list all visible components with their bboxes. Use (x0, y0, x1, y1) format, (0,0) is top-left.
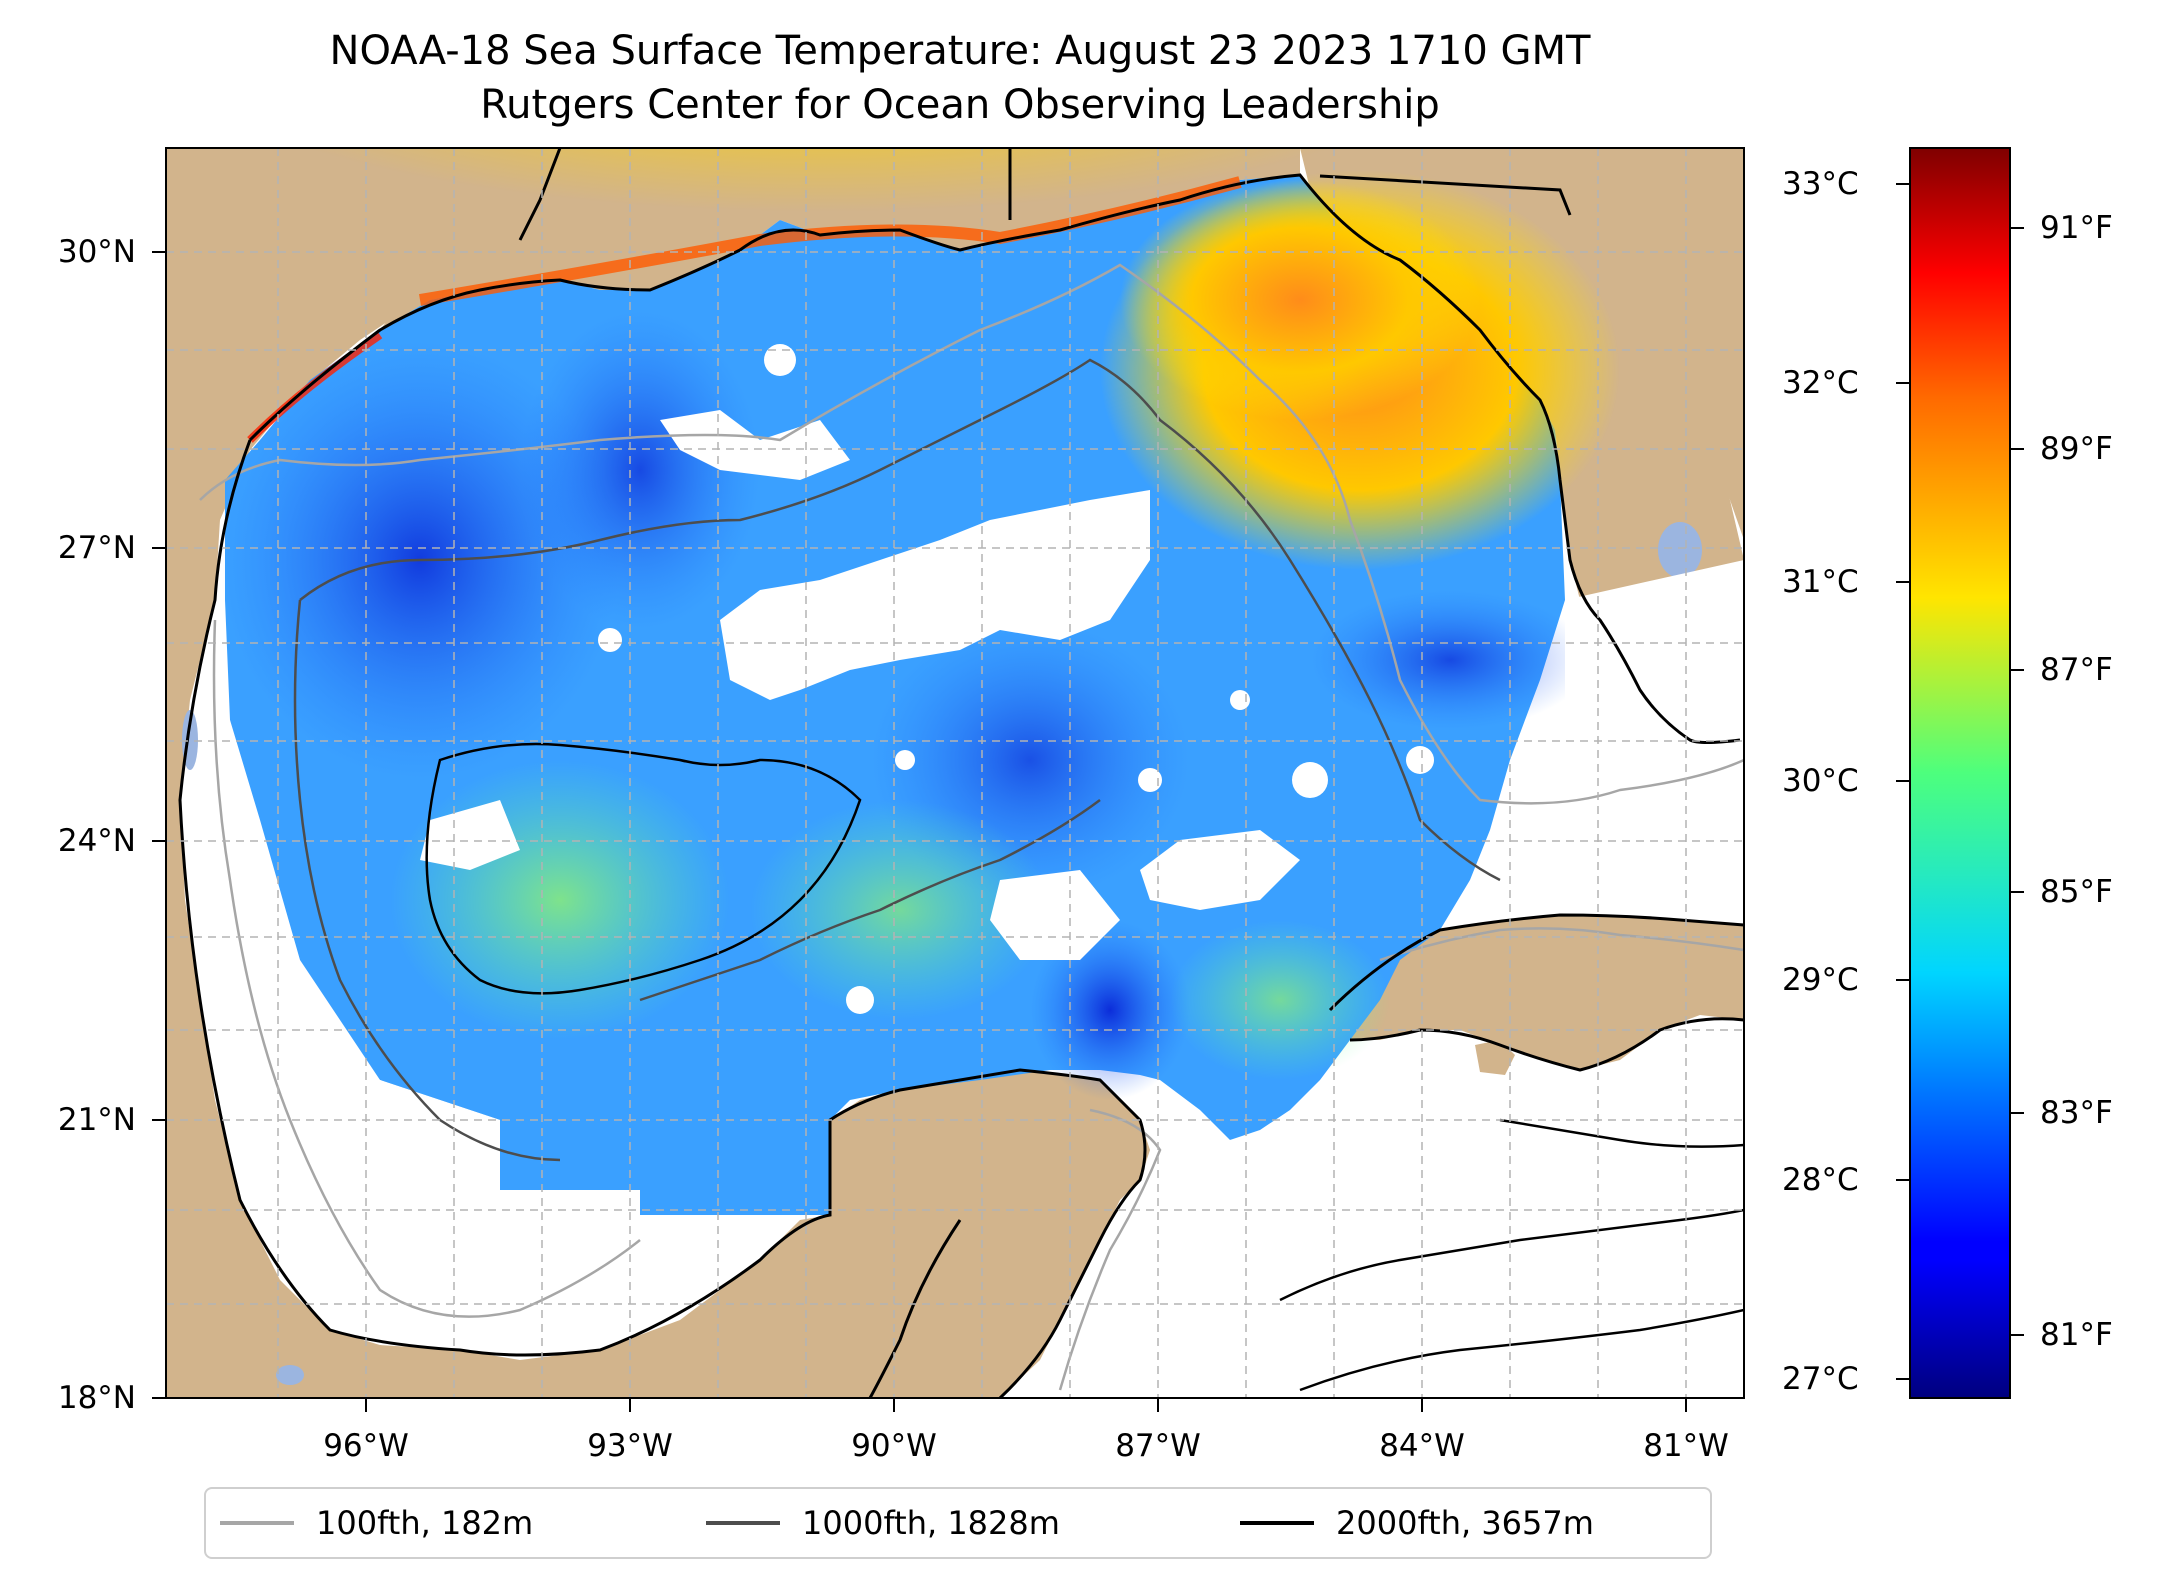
contour-legend: 100fth, 182m 1000fth, 1828m 2000fth, 365… (204, 1487, 1712, 1559)
map-frame (165, 147, 1745, 1399)
lat-tick-label: 24°N (57, 823, 136, 859)
axis-ticks (152, 251, 1687, 1412)
lat-tick-label: 27°N (57, 530, 136, 566)
colorbar-celsius-label: 31°C (1782, 564, 1859, 600)
coastlines (178, 148, 1744, 1398)
colorbar-fahrenheit-label: 81°F (2040, 1317, 2113, 1353)
lat-tick-label: 21°N (57, 1102, 136, 1138)
lon-tick-label: 93°W (587, 1428, 673, 1464)
legend-line-swatch (706, 1521, 780, 1525)
gridlines (166, 148, 1744, 1398)
colorbar-fahrenheit-label: 91°F (2040, 210, 2113, 246)
colorbar-celsius-label: 30°C (1782, 763, 1859, 799)
colorbar-celsius-label: 29°C (1782, 962, 1859, 998)
lat-tick-label: 18°N (57, 1380, 136, 1416)
lon-tick-label: 81°W (1643, 1428, 1729, 1464)
colorbar-celsius-label: 33°C (1782, 166, 1859, 202)
lon-tick-label: 96°W (323, 1428, 409, 1464)
colorbar (1909, 147, 2011, 1399)
legend-label: 1000fth, 1828m (802, 1504, 1060, 1542)
colorbar-fahrenheit-label: 83°F (2040, 1095, 2113, 1131)
chart-title: NOAA-18 Sea Surface Temperature: August … (329, 28, 1591, 74)
lon-tick-label: 87°W (1115, 1428, 1201, 1464)
colorbar-fahrenheit-label: 87°F (2040, 652, 2113, 688)
lagoon-mexico (276, 1365, 304, 1385)
legend-line-swatch (1240, 1521, 1314, 1525)
chart-subtitle: Rutgers Center for Ocean Observing Leade… (480, 82, 1440, 128)
lake-okeechobee (1658, 522, 1702, 578)
colorbar-celsius-label: 27°C (1782, 1361, 1859, 1397)
colorbar-celsius-label: 32°C (1782, 365, 1859, 401)
map-layers (166, 148, 1744, 1398)
land-isle-of-youth (1475, 1040, 1515, 1075)
lat-tick-label: 30°N (57, 234, 136, 270)
lon-tick-label: 90°W (851, 1428, 937, 1464)
colorbar-fahrenheit-label: 89°F (2040, 431, 2113, 467)
lon-tick-label: 84°W (1379, 1428, 1465, 1464)
legend-item-100fth: 100fth, 182m (220, 1489, 533, 1557)
legend-label: 2000fth, 3657m (1336, 1504, 1594, 1542)
colorbar-fahrenheit-label: 85°F (2040, 874, 2113, 910)
colorbar-celsius-label: 28°C (1782, 1162, 1859, 1198)
legend-label: 100fth, 182m (316, 1504, 534, 1542)
legend-item-1000fth: 1000fth, 1828m (706, 1489, 1060, 1557)
legend-item-2000fth: 2000fth, 3657m (1240, 1489, 1594, 1557)
land-cuba (1330, 915, 1744, 1070)
colorbar-ticks (1896, 183, 2024, 1380)
legend-line-swatch (220, 1521, 294, 1525)
contour-100fth (199, 263, 1744, 805)
